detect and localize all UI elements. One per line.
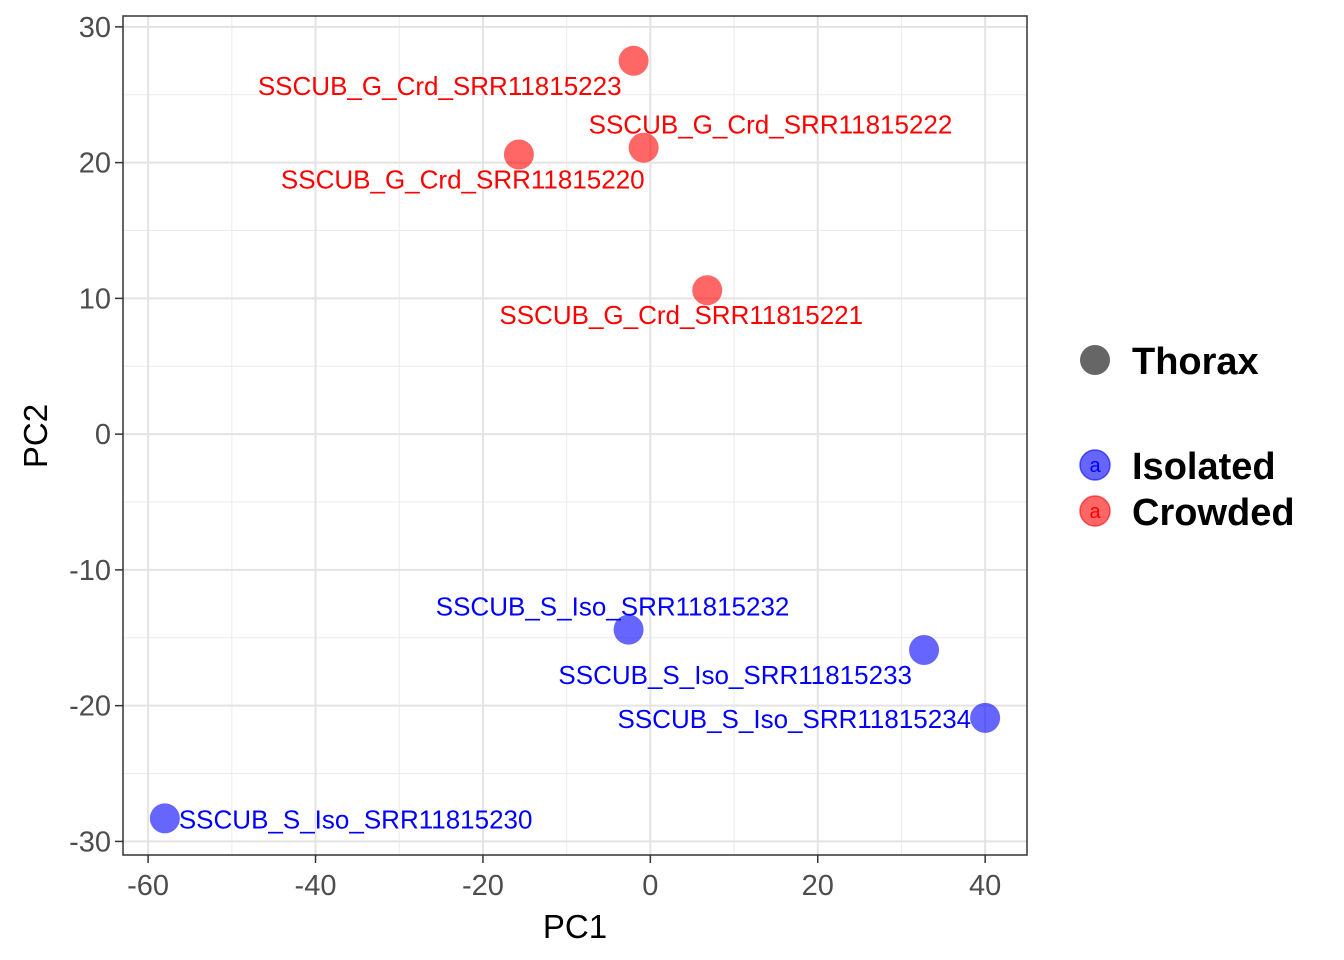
x-axis-title: PC1: [543, 908, 607, 945]
x-tick-labels: -60 -40 -20 0 20 40: [127, 870, 1001, 902]
grid-major: [123, 16, 1027, 855]
point-label-crowded: SSCUB_G_Crd_SRR11815223: [258, 71, 622, 101]
y-tick-label: -20: [69, 691, 111, 723]
point-crowded: [618, 45, 649, 76]
y-tick-label: 20: [79, 148, 111, 180]
point-crowded: [692, 275, 723, 306]
point-label-isolated: SSCUB_S_Iso_SRR11815232: [436, 592, 790, 622]
legend-key-glyph-isolated: a: [1089, 455, 1101, 477]
point-label-crowded: SSCUB_G_Crd_SRR11815221: [499, 300, 863, 330]
panel-border: [122, 15, 1028, 856]
y-axis-title: PC2: [17, 404, 54, 468]
axis-ticks: [115, 26, 986, 863]
legend-key-glyph-crowded: a: [1089, 501, 1101, 523]
y-tick-label: -30: [69, 826, 111, 858]
legend-key-crowded: [1079, 495, 1111, 527]
y-tick-label: 0: [95, 419, 111, 451]
point-labels: SSCUB_G_Crd_SRR11815223 SSCUB_G_Crd_SRR11…: [179, 71, 971, 835]
point-isolated: [149, 803, 180, 834]
x-tick-label: 0: [642, 870, 658, 902]
x-tick-label: -60: [127, 870, 169, 902]
y-tick-label: 10: [79, 283, 111, 315]
legend-shape-title: Thorax: [1132, 341, 1259, 383]
point-isolated: [909, 635, 940, 666]
legend-label-isolated: Isolated: [1132, 446, 1276, 488]
point-label-isolated: SSCUB_S_Iso_SRR11815233: [558, 660, 912, 690]
y-tick-labels: -30 -20 -10 0 10 20 30: [69, 12, 111, 859]
x-tick-label: 40: [969, 870, 1001, 902]
x-tick-label: -40: [295, 870, 337, 902]
y-tick-label: 30: [79, 12, 111, 44]
point-isolated: [613, 614, 644, 645]
point-label-isolated: SSCUB_S_Iso_SRR11815230: [179, 804, 533, 834]
point-label-crowded: SSCUB_G_Crd_SRR11815222: [589, 110, 953, 140]
point-isolated: [970, 702, 1001, 733]
point-crowded: [503, 139, 534, 170]
grid-minor: [123, 16, 1027, 855]
y-tick-label: -10: [69, 555, 111, 587]
point-crowded: [628, 132, 659, 163]
x-tick-label: 20: [802, 870, 834, 902]
legend-key-isolated: [1079, 449, 1111, 481]
data-points: [149, 45, 1001, 834]
legend-shape-key: [1080, 345, 1110, 375]
point-label-isolated: SSCUB_S_Iso_SRR11815234: [618, 704, 972, 734]
legend-label-crowded: Crowded: [1132, 492, 1295, 534]
x-tick-label: -20: [462, 870, 504, 902]
legend: Thorax a Isolated a Crowded: [1079, 341, 1295, 534]
point-label-crowded: SSCUB_G_Crd_SRR11815220: [281, 164, 645, 194]
